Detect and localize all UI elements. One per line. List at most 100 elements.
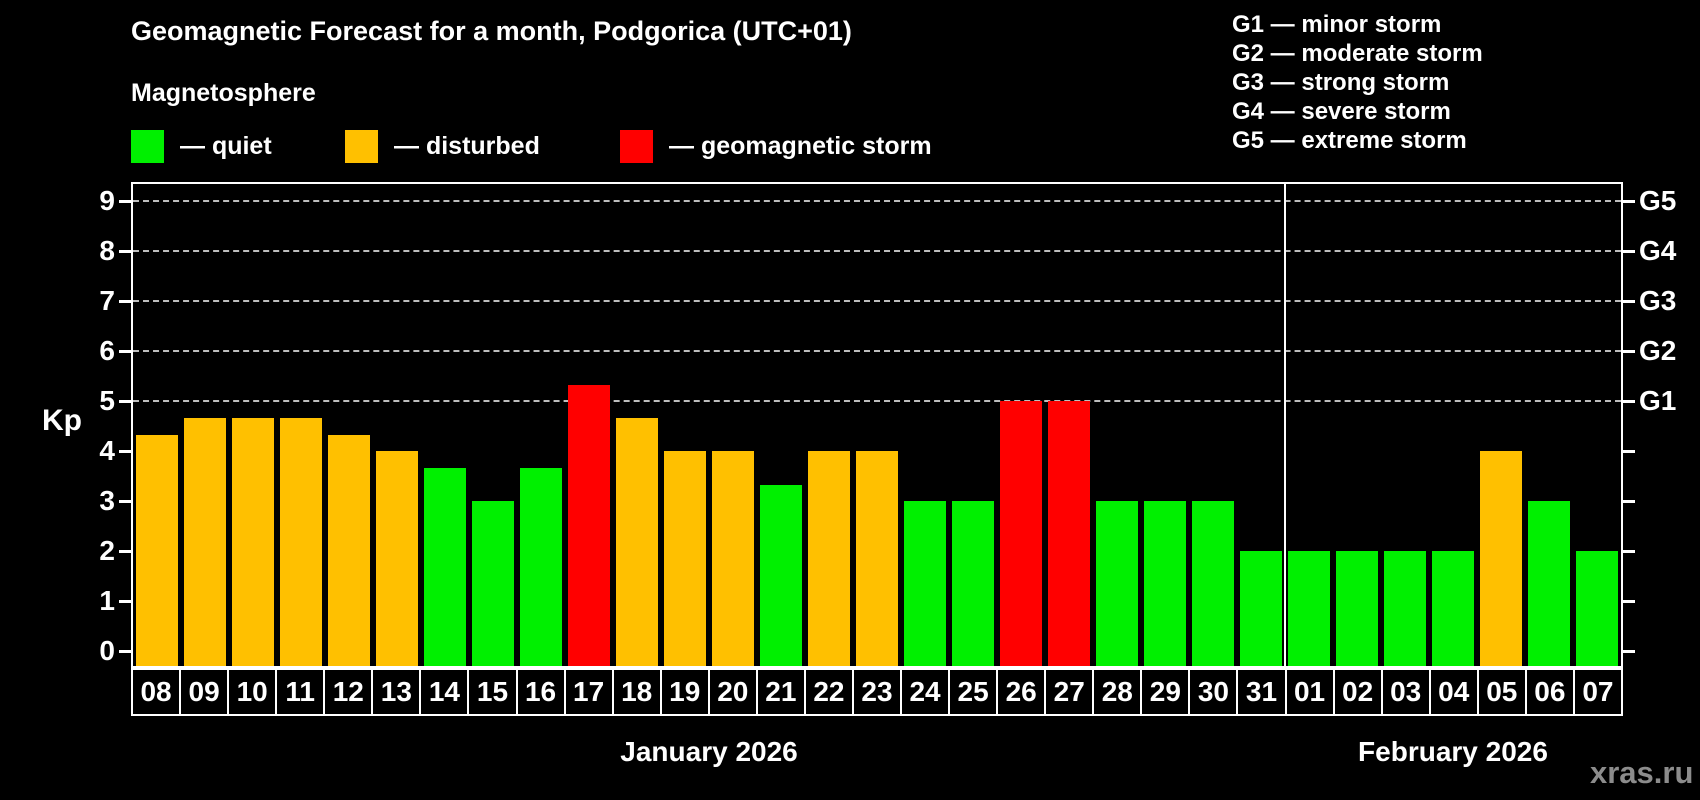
day-label-18-january: 18	[611, 670, 660, 714]
day-label-23-january: 23	[851, 670, 900, 714]
plot-area	[131, 182, 1623, 668]
y-axis-label-4: 4	[99, 435, 115, 466]
right-tick-kp7	[1623, 300, 1635, 303]
day-label-28-january: 28	[1092, 670, 1140, 714]
gridline-kp7	[133, 300, 1621, 302]
kp-bar-29-january	[1144, 501, 1186, 666]
day-label-19-january: 19	[659, 670, 708, 714]
right-axis-label-g5: G5	[1639, 185, 1677, 216]
kp-bar-13-january	[376, 451, 418, 666]
right-tick-kp1	[1623, 600, 1635, 603]
left-tick-kp1	[119, 600, 131, 603]
left-tick-kp0	[119, 650, 131, 653]
right-axis-label-g3: G3	[1639, 285, 1677, 316]
day-label-08-january: 08	[140, 676, 172, 707]
day-label-10-january: 10	[227, 670, 275, 714]
storm-swatch-icon	[620, 129, 653, 163]
kp-bar-19-january	[664, 451, 706, 666]
left-tick-kp9	[119, 200, 131, 203]
right-axis-label-g2: G2	[1639, 335, 1677, 366]
storm-scale-line-g1: G1 — minor storm	[1232, 11, 1442, 38]
left-tick-kp3	[119, 500, 131, 503]
day-label-12-january: 12	[323, 670, 371, 714]
right-tick-kp9	[1623, 200, 1635, 203]
kp-bar-03-february	[1384, 551, 1426, 666]
storm-scale-line-g4: G4 — severe storm	[1232, 98, 1451, 125]
day-label-30-january: 30	[1188, 670, 1236, 714]
kp-bar-31-january	[1240, 551, 1282, 666]
storm-scale-legend: G1 — minor storm G2 — moderate storm G3 — …	[1232, 10, 1483, 155]
left-tick-kp4	[119, 450, 131, 453]
kp-bar-23-january	[856, 451, 898, 666]
storm-scale-line-g5: G5 — extreme storm	[1232, 127, 1467, 154]
kp-bar-02-february	[1336, 551, 1378, 666]
day-axis-row: 08 09 10 11 12 13 14 15 16 17 18 19 20 21 22 23 24 25 26 27…	[131, 668, 1623, 716]
kp-bar-20-january	[712, 451, 754, 666]
day-label-22-january: 22	[803, 670, 852, 714]
day-label-09-january: 09	[179, 670, 227, 714]
gridline-kp5	[133, 400, 1621, 402]
kp-bar-22-january	[808, 451, 850, 666]
magnetosphere-label: Magnetosphere	[131, 79, 316, 107]
kp-bar-06-february	[1528, 501, 1570, 666]
kp-bar-27-january	[1048, 401, 1090, 666]
day-label-02-february: 02	[1332, 670, 1381, 714]
kp-bar-09-january	[184, 417, 226, 666]
kp-bar-08-january	[136, 434, 178, 666]
day-label-07-february: 07	[1572, 670, 1621, 714]
left-tick-kp7	[119, 300, 131, 303]
kp-bar-26-january	[1000, 401, 1042, 666]
kp-bar-12-january	[328, 434, 370, 666]
day-label-24-january: 24	[900, 670, 948, 714]
legend-item-storm: — geomagnetic storm	[620, 128, 932, 164]
right-tick-kp3	[1623, 500, 1635, 503]
left-tick-kp5	[119, 400, 131, 403]
kp-bar-30-january	[1192, 501, 1234, 666]
day-label-20-january: 20	[707, 670, 756, 714]
kp-bar-15-january	[472, 501, 514, 666]
day-label-14-january: 14	[419, 670, 467, 714]
kp-bar-17-january	[568, 384, 610, 666]
day-label-01-february: 01	[1284, 670, 1333, 714]
right-axis-label-g4: G4	[1639, 235, 1677, 266]
right-tick-kp6	[1623, 350, 1635, 353]
storm-scale-line-g3: G3 — strong storm	[1232, 69, 1450, 96]
kp-bar-11-january	[280, 417, 322, 666]
left-tick-kp8	[119, 250, 131, 253]
y-axis-label-6: 6	[99, 335, 115, 366]
kp-bar-14-january	[424, 467, 466, 666]
day-label-05-february: 05	[1476, 670, 1525, 714]
kp-bar-25-january	[952, 501, 994, 666]
kp-bar-07-february	[1576, 551, 1618, 666]
y-axis-label-2: 2	[99, 535, 115, 566]
kp-bar-28-january	[1096, 501, 1138, 666]
y-axis-label-7: 7	[99, 285, 115, 316]
chart-title: Geomagnetic Forecast for a month, Podgor…	[131, 16, 852, 46]
day-label-21-january: 21	[755, 670, 804, 714]
month-label-february: February 2026	[1358, 736, 1548, 767]
day-label-17-january: 17	[563, 670, 612, 714]
day-label-06-february: 06	[1524, 670, 1573, 714]
left-tick-kp2	[119, 550, 131, 553]
y-axis-label-5: 5	[99, 385, 115, 416]
day-label-03-february: 03	[1380, 670, 1429, 714]
kp-bar-18-january	[616, 417, 658, 666]
gridline-kp9	[133, 200, 1621, 202]
right-tick-kp2	[1623, 550, 1635, 553]
legend-item-quiet: — quiet	[131, 128, 272, 164]
right-tick-kp8	[1623, 250, 1635, 253]
month-label-january: January 2026	[620, 736, 798, 767]
right-axis-label-g1: G1	[1639, 385, 1677, 416]
kp-bar-01-february	[1288, 551, 1330, 666]
legend-label-disturbed: — disturbed	[394, 131, 540, 160]
right-tick-kp5	[1623, 400, 1635, 403]
legend-label-storm: — geomagnetic storm	[669, 131, 932, 160]
disturbed-swatch-icon	[345, 129, 378, 163]
watermark: xras.ru	[1590, 755, 1694, 790]
month-separator-line	[1284, 184, 1286, 666]
y-axis-label-8: 8	[99, 235, 115, 266]
right-tick-kp4	[1623, 450, 1635, 453]
y-axis-label-3: 3	[99, 485, 115, 516]
day-label-15-january: 15	[467, 670, 515, 714]
y-axis-label-9: 9	[99, 185, 115, 216]
